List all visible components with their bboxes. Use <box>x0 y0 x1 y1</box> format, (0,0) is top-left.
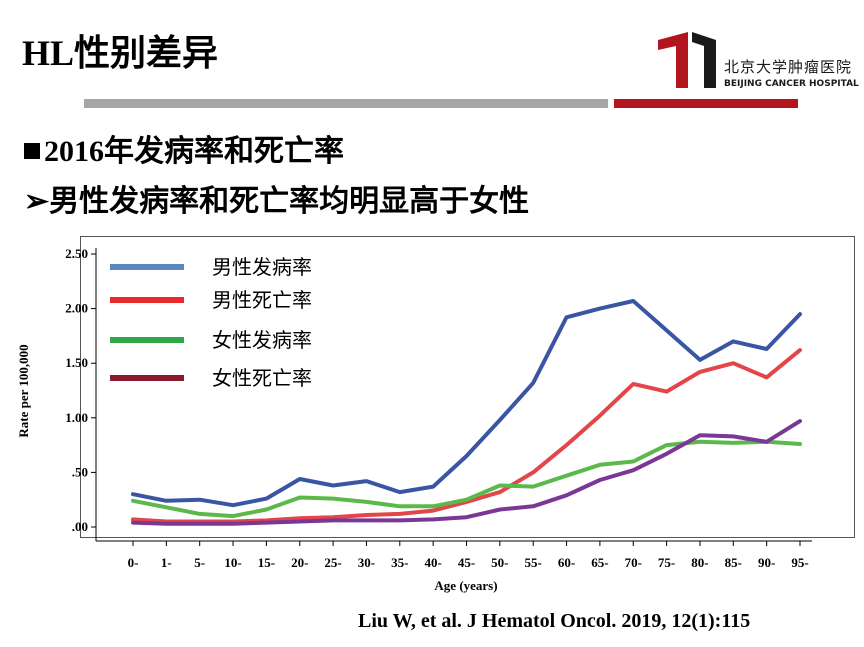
x-tick-label: 75- <box>658 555 675 570</box>
logo-text-cn: 北京大学肿瘤医院 <box>724 58 853 76</box>
series-line-4 <box>131 419 802 526</box>
x-tick-label: 1- <box>161 555 172 570</box>
x-tick-label: 15- <box>258 555 275 570</box>
legend-label: 女性死亡率 <box>212 366 312 390</box>
y-tick-label: 1.50 <box>65 355 88 370</box>
arrow-bullet-icon: ➢ <box>24 185 50 218</box>
x-tick-label: 70- <box>625 555 642 570</box>
y-tick-label: .00 <box>72 519 88 534</box>
y-tick-label: 1.00 <box>65 410 88 425</box>
citation: Liu W, et al. J Hematol Oncol. 2019, 12(… <box>358 610 751 632</box>
y-tick-label: 2.00 <box>65 301 88 316</box>
bullet-heading: 2016年发病率和死亡率 <box>24 126 344 170</box>
logo-mark-icon <box>658 32 688 88</box>
x-tick-label: 60- <box>558 555 575 570</box>
x-tick-label: 10- <box>224 555 241 570</box>
x-tick-label: 90- <box>758 555 775 570</box>
bullet-point: ➢男性发病率和死亡率均明显高于女性 <box>24 176 529 220</box>
x-tick-label: 20- <box>291 555 308 570</box>
bullet-point-text: 男性发病率和死亡率均明显高于女性 <box>49 185 530 218</box>
x-tick-label: 65- <box>591 555 608 570</box>
x-tick-label: 40- <box>424 555 441 570</box>
legend-label: 男性发病率 <box>212 255 312 279</box>
x-tick-label: 85- <box>725 555 742 570</box>
x-tick-label: 55- <box>525 555 542 570</box>
x-tick-label: 95- <box>791 555 808 570</box>
legend-label: 男性死亡率 <box>212 288 312 312</box>
x-tick-label: 25- <box>324 555 341 570</box>
series-line-1 <box>131 299 802 508</box>
logo-mark-icon-2 <box>692 32 716 88</box>
x-axis-title: Age (years) <box>434 578 497 593</box>
x-tick-label: 30- <box>358 555 375 570</box>
page-title: HL性别差异 <box>22 33 219 73</box>
y-tick-label: .50 <box>72 464 88 479</box>
square-bullet-icon <box>24 143 40 160</box>
logo-text-en: BEIJING CANCER HOSPITAL <box>724 79 859 89</box>
bullet-heading-text: 2016年发病率和死亡率 <box>44 135 344 168</box>
x-tick-label: 0- <box>128 555 139 570</box>
hospital-logo <box>658 32 716 88</box>
chart-frame <box>80 236 855 538</box>
title-divider-gray <box>84 99 608 108</box>
x-tick-label: 50- <box>491 555 508 570</box>
series-line-2 <box>131 348 802 524</box>
x-tick-label: 35- <box>391 555 408 570</box>
y-axis-title: Rate per 100,000 <box>16 344 31 437</box>
x-tick-label: 5- <box>194 555 205 570</box>
title-divider-red <box>614 99 798 108</box>
x-tick-label: 80- <box>691 555 708 570</box>
legend-label: 女性发病率 <box>212 328 312 352</box>
y-tick-label: 2.50 <box>65 246 88 261</box>
x-tick-label: 45- <box>458 555 475 570</box>
